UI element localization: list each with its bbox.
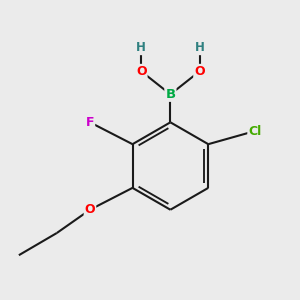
Text: O: O [194, 65, 205, 78]
Text: Cl: Cl [248, 124, 262, 138]
Text: O: O [85, 203, 95, 216]
Text: H: H [195, 41, 205, 54]
Text: B: B [165, 88, 176, 101]
Text: F: F [86, 116, 94, 129]
Text: H: H [136, 41, 146, 54]
Text: O: O [136, 65, 147, 78]
